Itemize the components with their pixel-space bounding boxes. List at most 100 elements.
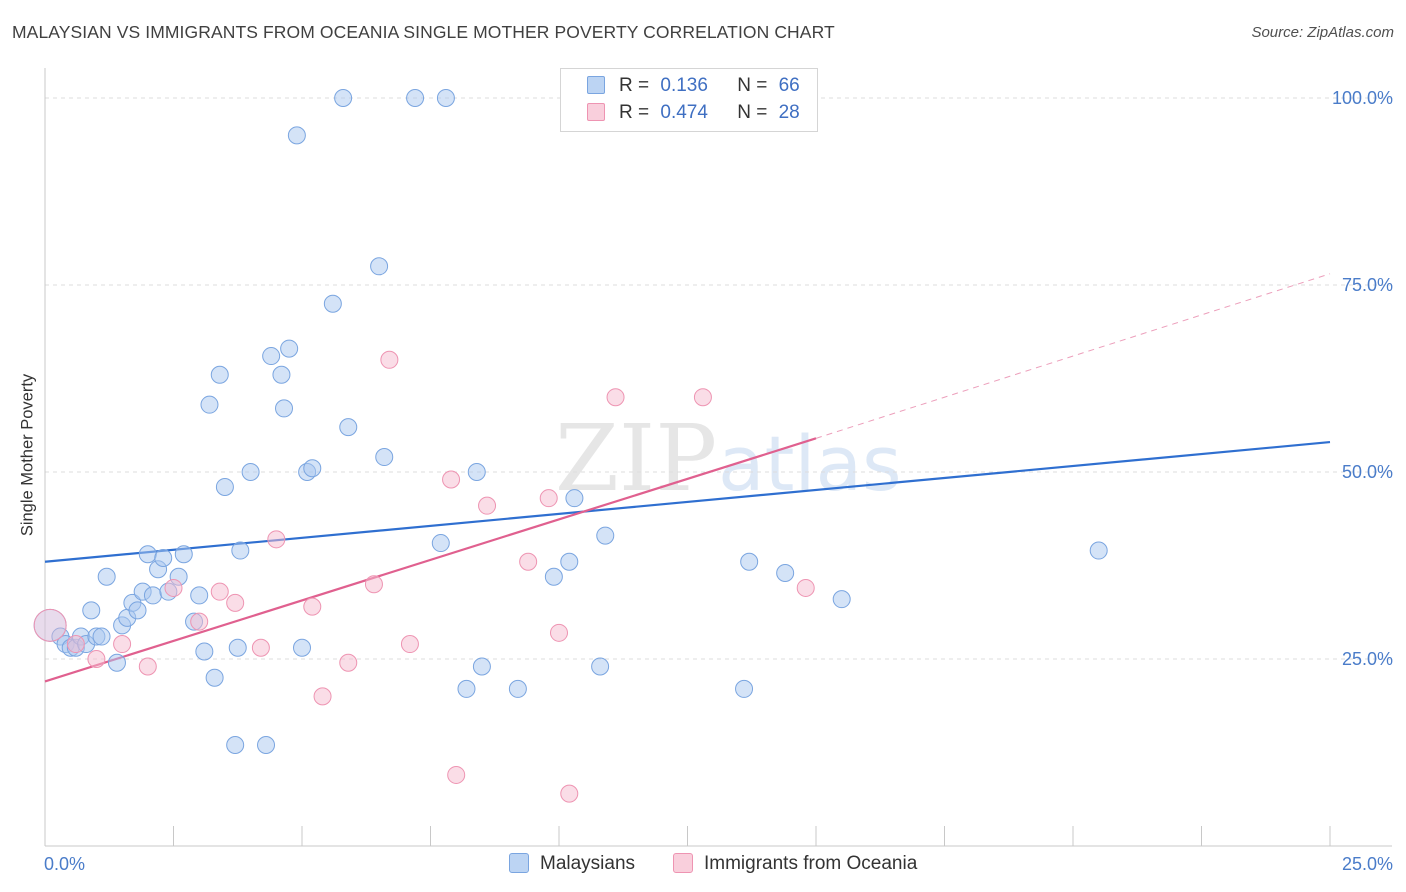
trend-line [44, 437, 817, 683]
y-tick-label: 100.0% [1332, 88, 1393, 108]
trend-line-extrapolated [815, 273, 1331, 439]
point-malaysians [339, 418, 358, 437]
point-malaysians [472, 657, 491, 676]
point-malaysians [231, 541, 250, 560]
x-tick-label: 0.0% [44, 854, 85, 874]
point-malaysians [467, 463, 486, 482]
point-malaysians [832, 590, 851, 609]
point-oceania [303, 597, 322, 616]
point-oceania [550, 623, 568, 642]
point-malaysians [200, 395, 219, 414]
point-malaysians [210, 365, 229, 384]
point-oceania [364, 575, 383, 594]
point-malaysians [323, 294, 342, 313]
point-malaysians [107, 653, 126, 672]
point-oceania [251, 638, 270, 657]
point-oceania [442, 470, 461, 489]
point-malaysians [560, 552, 579, 571]
point-malaysians [375, 448, 394, 467]
point-malaysians [303, 459, 322, 478]
point-oceania [66, 635, 85, 654]
point-oceania [113, 635, 132, 654]
point-malaysians [334, 89, 353, 108]
point-malaysians [97, 567, 116, 586]
bottom-legend-label: Immigrants from Oceania [704, 853, 918, 874]
point-malaysians [776, 563, 795, 582]
point-malaysians [457, 679, 476, 698]
point-malaysians [190, 586, 209, 605]
point-malaysians [226, 736, 245, 755]
watermark-atlas: atlas [718, 419, 902, 508]
point-malaysians [257, 736, 276, 755]
y-tick-label: 75.0% [1342, 275, 1393, 295]
legend: R = 0.136 N = 66 R = 0.474 N = 28 [560, 68, 818, 132]
legend-r-label: R = [619, 102, 650, 123]
trend-lines [44, 273, 1331, 683]
watermark: ZIP atlas [555, 405, 902, 512]
point-malaysians [591, 657, 610, 676]
point-malaysians [128, 601, 147, 620]
point-malaysians [92, 627, 111, 646]
bottom-legend-swatch-blue [509, 853, 529, 873]
point-oceania [606, 388, 625, 407]
chart-title: MALAYSIAN VS IMMIGRANTS FROM OCEANIA SIN… [12, 22, 835, 42]
point-oceania [138, 657, 157, 676]
legend-n-value: 28 [778, 102, 800, 123]
point-malaysians [406, 89, 425, 108]
point-malaysians [195, 642, 214, 661]
point-oceania [796, 578, 815, 597]
point-malaysians [565, 489, 584, 508]
point-malaysians [280, 339, 299, 358]
point-malaysians [154, 549, 173, 568]
point-oceania [380, 350, 399, 369]
source-label: Source: ZipAtlas.com [1251, 24, 1394, 41]
point-malaysians [287, 126, 306, 145]
point-oceania [267, 530, 286, 549]
point-oceania [87, 650, 106, 669]
legend-n-label: N = [737, 102, 768, 123]
legend-n-label: N = [737, 75, 768, 96]
legend-swatch-pink [587, 103, 605, 121]
point-oceania [400, 635, 419, 654]
point-oceania [339, 653, 358, 672]
point-malaysians [138, 545, 157, 564]
point-oceania [447, 765, 466, 784]
bottom-legend-swatch-pink [673, 853, 693, 873]
legend-swatch-blue [587, 76, 605, 94]
point-malaysians [275, 399, 294, 418]
point-oceania [560, 784, 579, 803]
data-points [33, 89, 1108, 803]
point-malaysians [143, 586, 162, 605]
point-malaysians [370, 257, 389, 276]
point-malaysians [740, 552, 759, 571]
axes [44, 68, 1392, 847]
trend-line [44, 440, 1331, 563]
point-oceania [226, 593, 245, 612]
point-malaysians [596, 526, 615, 545]
tick-labels: 25.0% 50.0% 75.0% 100.0% 0.0% 25.0% [44, 88, 1393, 874]
point-oceania [210, 582, 229, 601]
y-tick-label: 50.0% [1342, 462, 1393, 482]
point-malaysians [215, 477, 234, 496]
point-oceania [313, 687, 332, 706]
point-oceania [478, 496, 497, 515]
point-malaysians [205, 668, 224, 687]
y-tick-label: 25.0% [1342, 649, 1393, 669]
point-malaysians [436, 89, 455, 108]
point-malaysians [735, 679, 754, 698]
point-malaysians [544, 567, 563, 586]
bottom-legend-label: Malaysians [540, 853, 636, 874]
grid-lines [45, 97, 1392, 660]
legend-r-label: R = [619, 75, 650, 96]
x-tick-label: 25.0% [1342, 854, 1393, 874]
point-malaysians [272, 365, 291, 384]
point-malaysians [174, 545, 193, 564]
point-malaysians [82, 601, 101, 620]
point-malaysians [262, 347, 281, 366]
point-oceania [693, 388, 712, 407]
point-malaysians [1089, 541, 1108, 560]
point-oceania [33, 608, 67, 642]
point-malaysians [228, 638, 247, 657]
legend-n-value: 66 [778, 75, 800, 96]
